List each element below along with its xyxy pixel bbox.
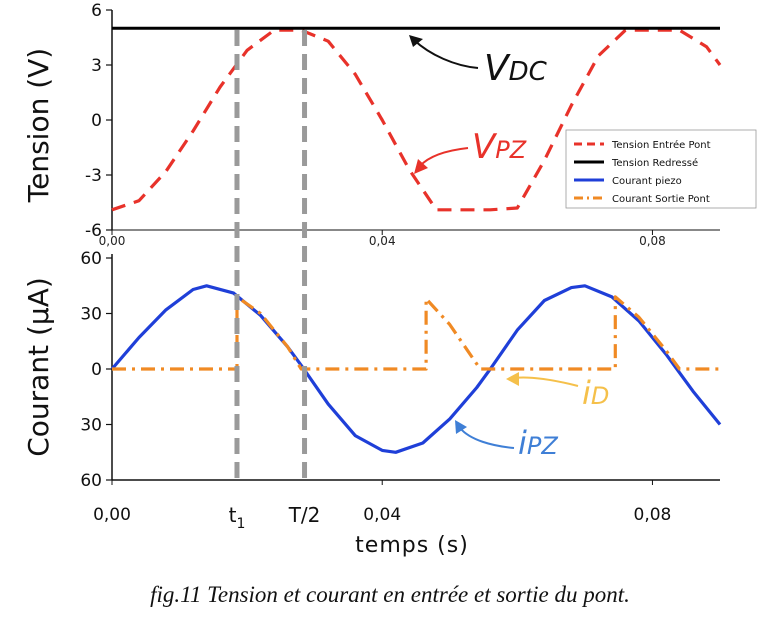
bottom-series-courant-piezo [110, 284, 722, 454]
top-y-tick-label: -6 [85, 221, 102, 241]
legend-box [565, 129, 757, 209]
annotation-vdc: VDC [409, 35, 548, 89]
bottom-x-tick-label: 0,00 [93, 505, 131, 525]
marker-label: T/2 [288, 503, 321, 527]
top-y-tick-label: -3 [85, 166, 102, 186]
ipz-label-main: i [518, 424, 527, 462]
bottom-y-tick-label: 0 [91, 360, 102, 380]
vdc-arrow [413, 39, 479, 69]
id-label-main: i [582, 374, 591, 412]
ipz-arrowhead [455, 420, 467, 434]
top-y-axis-label: Tension (V) [22, 48, 55, 203]
vdc-label-sub: DC [509, 57, 548, 87]
annotation-id: iD [506, 372, 609, 412]
top-y-tick-label: 0 [91, 111, 102, 131]
svg-text:iD: iD [582, 374, 609, 412]
svg-text:VDC: VDC [484, 48, 548, 89]
vpz-arrow [419, 147, 469, 167]
id-label-sub: D [591, 382, 609, 410]
tension-panel: -6 -3 0 3 6 0,00 0,04 0,08 Tension (V) Tension… [22, 1, 757, 248]
bottom-y-tick-label: 60 [80, 471, 102, 491]
bottom-x-tick-label: 0,08 [634, 505, 672, 525]
ipz-label-sub: PZ [527, 432, 558, 460]
courant-panel: 60 30 0 30 60 0,00 0,04 0,08 Courant (µA) temp… [22, 249, 722, 558]
legend-label: Tension Entrée Pont [611, 139, 711, 151]
legend-label: Tension Redressé [611, 157, 698, 169]
legend-label: Courant piezo [612, 176, 682, 187]
id-arrow [513, 376, 579, 387]
x-axis-label: temps (s) [355, 533, 469, 558]
ipz-arrow [459, 427, 515, 449]
bottom-series-courant-sortie-pont [112, 295, 720, 371]
legend: Tension Entrée Pont Tension Redressé Coura… [565, 129, 757, 209]
legend-label: Courant Sortie Pont [612, 194, 710, 205]
bottom-y-tick-label: 60 [80, 249, 102, 269]
figure-caption: fig.11 Tension et courant en entrée et s… [150, 582, 630, 607]
vpz-label-sub: PZ [495, 136, 526, 164]
svg-text:VPZ: VPZ [472, 127, 527, 167]
id-arrowhead [506, 372, 519, 386]
vpz-label-main: V [472, 127, 498, 167]
svg-text:iPZ: iPZ [518, 424, 558, 462]
bottom-x-tick-label: 0,04 [363, 505, 401, 525]
annotation-ipz: iPZ [455, 420, 558, 462]
top-y-tick-label: 6 [91, 1, 102, 21]
marker-label: t1 [229, 503, 246, 532]
vdc-label-main: V [484, 48, 511, 89]
annotation-vpz: VPZ [414, 127, 527, 174]
top-x-tick-label: 0,00 [99, 234, 126, 248]
vdc-arrowhead [409, 35, 423, 47]
top-x-tick-label: 0,08 [639, 234, 666, 248]
top-y-tick-label: 3 [91, 56, 102, 76]
top-x-tick-label: 0,04 [369, 234, 396, 248]
bottom-y-tick-label: 30 [80, 305, 102, 325]
bottom-y-axis-label: Courant (µA) [22, 277, 55, 457]
bottom-y-tick-label: 30 [80, 416, 102, 436]
vpz-arrowhead [414, 159, 428, 174]
